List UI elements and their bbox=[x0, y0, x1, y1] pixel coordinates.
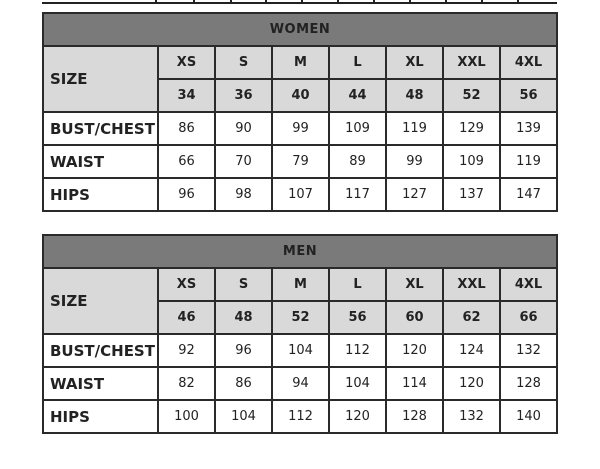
table-row: WAIST 66 70 79 89 99 109 119 bbox=[42, 144, 558, 179]
size-letter: M bbox=[271, 45, 330, 80]
size-number: 44 bbox=[328, 78, 387, 113]
measurement-cell: 127 bbox=[385, 177, 444, 212]
size-letter: XL bbox=[385, 267, 444, 302]
measurement-cell: 128 bbox=[385, 399, 444, 434]
row-label: BUST/CHEST bbox=[42, 111, 159, 146]
row-label: WAIST bbox=[42, 366, 159, 401]
measurement-cell: 147 bbox=[499, 177, 558, 212]
measurement-cell: 120 bbox=[328, 399, 387, 434]
measurement-cell: 104 bbox=[271, 333, 330, 368]
previous-table-edge bbox=[42, 0, 557, 4]
size-number: 52 bbox=[271, 300, 330, 335]
measurement-cell: 128 bbox=[499, 366, 558, 401]
measurement-cell: 99 bbox=[385, 144, 444, 179]
size-number: 34 bbox=[157, 78, 216, 113]
size-letter: L bbox=[328, 267, 387, 302]
size-number: 48 bbox=[214, 300, 273, 335]
measurement-cell: 94 bbox=[271, 366, 330, 401]
size-number: 60 bbox=[385, 300, 444, 335]
measurement-cell: 86 bbox=[214, 366, 273, 401]
measurement-cell: 104 bbox=[328, 366, 387, 401]
men-size-table: MEN SIZE XS S M L XL XXL 4XL 46 48 52 56 60 62 66 BUST/C… bbox=[42, 234, 558, 434]
size-number: 40 bbox=[271, 78, 330, 113]
measurement-cell: 112 bbox=[328, 333, 387, 368]
table-row: BUST/CHEST 86 90 99 109 119 129 139 bbox=[42, 111, 558, 146]
size-number: 56 bbox=[328, 300, 387, 335]
size-letter: S bbox=[214, 267, 273, 302]
measurement-cell: 104 bbox=[214, 399, 273, 434]
table-row: HIPS 100 104 112 120 128 132 140 bbox=[42, 399, 558, 434]
measurement-cell: 96 bbox=[157, 177, 216, 212]
table-title: MEN bbox=[42, 234, 558, 269]
measurement-cell: 139 bbox=[499, 111, 558, 146]
measurement-cell: 114 bbox=[385, 366, 444, 401]
size-letter: XS bbox=[157, 267, 216, 302]
measurement-cell: 117 bbox=[328, 177, 387, 212]
measurement-cell: 132 bbox=[442, 399, 501, 434]
measurement-cell: 66 bbox=[157, 144, 216, 179]
row-label: BUST/CHEST bbox=[42, 333, 159, 368]
table-row: BUST/CHEST 92 96 104 112 120 124 132 bbox=[42, 333, 558, 368]
size-letter: L bbox=[328, 45, 387, 80]
measurement-cell: 109 bbox=[442, 144, 501, 179]
measurement-cell: 129 bbox=[442, 111, 501, 146]
measurement-cell: 132 bbox=[499, 333, 558, 368]
size-letter: S bbox=[214, 45, 273, 80]
size-number: 66 bbox=[499, 300, 558, 335]
size-number: 36 bbox=[214, 78, 273, 113]
size-letter: 4XL bbox=[499, 267, 558, 302]
size-letter: XXL bbox=[442, 45, 501, 80]
measurement-cell: 119 bbox=[385, 111, 444, 146]
size-label: SIZE bbox=[42, 267, 159, 335]
measurement-cell: 120 bbox=[385, 333, 444, 368]
size-number: 56 bbox=[499, 78, 558, 113]
measurement-cell: 98 bbox=[214, 177, 273, 212]
size-letter: 4XL bbox=[499, 45, 558, 80]
measurement-cell: 140 bbox=[499, 399, 558, 434]
measurement-cell: 89 bbox=[328, 144, 387, 179]
table-row: HIPS 96 98 107 117 127 137 147 bbox=[42, 177, 558, 212]
measurement-cell: 109 bbox=[328, 111, 387, 146]
measurement-cell: 99 bbox=[271, 111, 330, 146]
measurement-cell: 100 bbox=[157, 399, 216, 434]
measurement-cell: 92 bbox=[157, 333, 216, 368]
table-title: WOMEN bbox=[42, 12, 558, 47]
row-label: HIPS bbox=[42, 399, 159, 434]
measurement-cell: 96 bbox=[214, 333, 273, 368]
measurement-cell: 82 bbox=[157, 366, 216, 401]
measurement-cell: 90 bbox=[214, 111, 273, 146]
size-number: 62 bbox=[442, 300, 501, 335]
measurement-cell: 119 bbox=[499, 144, 558, 179]
measurement-cell: 70 bbox=[214, 144, 273, 179]
table-row: WAIST 82 86 94 104 114 120 128 bbox=[42, 366, 558, 401]
measurement-cell: 86 bbox=[157, 111, 216, 146]
measurement-cell: 107 bbox=[271, 177, 330, 212]
women-size-table: WOMEN SIZE XS S M L XL XXL 4XL 34 36 40 44 48 52 56 BUST… bbox=[42, 12, 558, 212]
size-letter: XXL bbox=[442, 267, 501, 302]
size-letter: XS bbox=[157, 45, 216, 80]
row-label: WAIST bbox=[42, 144, 159, 179]
size-number: 46 bbox=[157, 300, 216, 335]
measurement-cell: 137 bbox=[442, 177, 501, 212]
size-letter: XL bbox=[385, 45, 444, 80]
size-number: 52 bbox=[442, 78, 501, 113]
measurement-cell: 124 bbox=[442, 333, 501, 368]
size-label: SIZE bbox=[42, 45, 159, 113]
row-label: HIPS bbox=[42, 177, 159, 212]
measurement-cell: 120 bbox=[442, 366, 501, 401]
size-number: 48 bbox=[385, 78, 444, 113]
measurement-cell: 79 bbox=[271, 144, 330, 179]
measurement-cell: 112 bbox=[271, 399, 330, 434]
size-letter: M bbox=[271, 267, 330, 302]
